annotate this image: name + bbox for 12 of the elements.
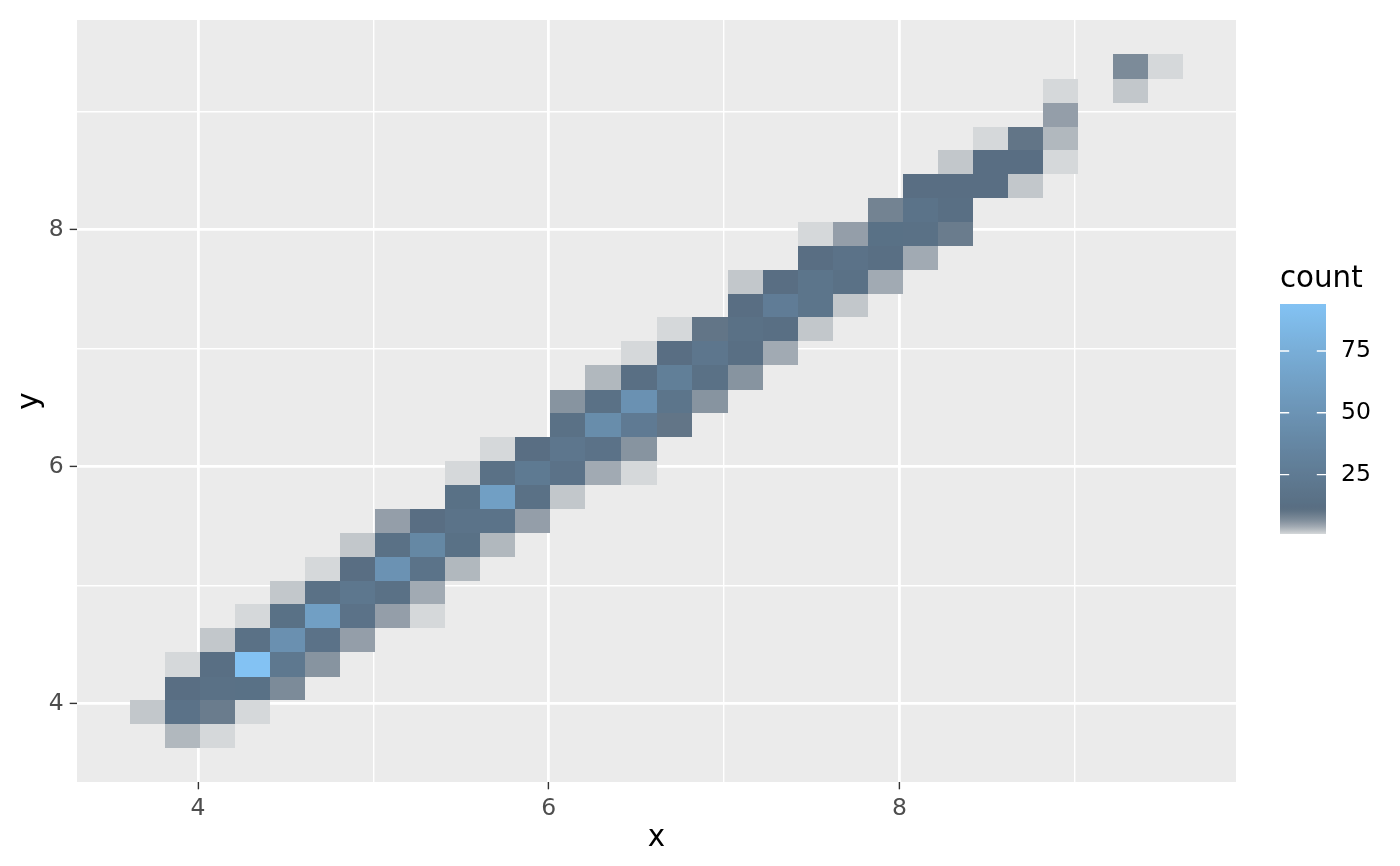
color-bar-label: 25	[1341, 458, 1371, 487]
x-tick-label: 6	[541, 793, 557, 822]
x-tick-label: 4	[190, 793, 206, 822]
y-axis-title: y	[10, 392, 45, 410]
color-bar-label: 50	[1341, 396, 1371, 425]
x-axis-title: x	[647, 818, 666, 853]
color-bar-label: 75	[1341, 335, 1371, 364]
y-tick-label: 6	[48, 450, 64, 479]
x-tick-label: 8	[891, 793, 907, 822]
color-bar-title: count	[1280, 259, 1363, 294]
y-tick-label: 4	[48, 687, 64, 716]
y-tick-label: 8	[48, 213, 64, 242]
